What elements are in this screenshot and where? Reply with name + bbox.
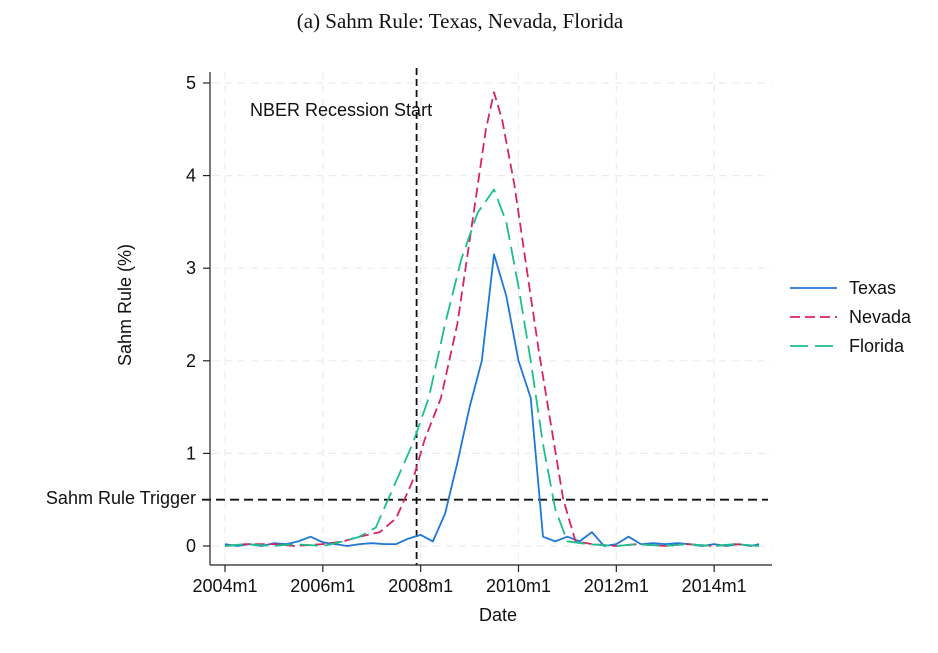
legend-label-florida: Florida xyxy=(849,336,905,356)
chart-title: (a) Sahm Rule: Texas, Nevada, Florida xyxy=(297,9,624,33)
x-tick-label: 2006m1 xyxy=(290,576,355,596)
x-axis-label: Date xyxy=(479,605,517,625)
legend-label-nevada: Nevada xyxy=(849,307,912,327)
legend-label-texas: Texas xyxy=(849,278,896,298)
y-tick-label: 5 xyxy=(186,73,196,93)
x-tick-label: 2012m1 xyxy=(584,576,649,596)
y-axis-label: Sahm Rule (%) xyxy=(115,244,135,366)
series-line-nevada xyxy=(224,91,760,547)
series-line-texas xyxy=(224,253,760,547)
x-tick-label: 2010m1 xyxy=(486,576,551,596)
grid-layer xyxy=(212,72,772,565)
y-tick-label: 2 xyxy=(186,351,196,371)
series-layer xyxy=(224,91,760,547)
x-tick-label: 2008m1 xyxy=(388,576,453,596)
y-tick-label: 1 xyxy=(186,443,196,463)
y-tick-label: 4 xyxy=(186,166,196,186)
legend: Texas Nevada Florida xyxy=(790,278,912,356)
y-tick-label: 3 xyxy=(186,258,196,278)
x-tick-label: 2014m1 xyxy=(682,576,747,596)
reference-lines xyxy=(202,68,768,565)
series-line-florida xyxy=(224,188,760,547)
y-tick-label: 0 xyxy=(186,536,196,556)
x-tick-label: 2004m1 xyxy=(192,576,257,596)
nber-recession-start-label: NBER Recession Start xyxy=(250,100,432,120)
axes: 0 1 2 3 4 5 2004m1 2006m1 2008m1 2010m1 2012m1 2014… xyxy=(186,72,772,596)
sahm-rule-trigger-label: Sahm Rule Trigger xyxy=(46,488,196,508)
